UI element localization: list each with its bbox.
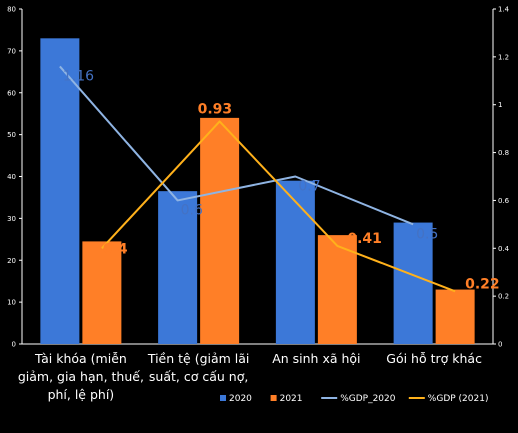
y-left-tick-label: 0	[12, 341, 16, 349]
data-label--gdp-2020: 0.7	[298, 179, 320, 195]
x-category-label: phí, lệ phí)	[48, 387, 115, 402]
data-label--gdp-2021-: 0.41	[347, 231, 382, 247]
data-label--gdp-2020: 0.6	[181, 202, 203, 218]
y-right-tick-label: 0	[498, 341, 502, 349]
y-right-tick-label: 0.2	[498, 293, 509, 301]
y-right-tick-label: 1	[498, 101, 502, 109]
y-left-tick-label: 40	[7, 173, 16, 181]
y-right-tick-label: 1.2	[498, 53, 509, 61]
legend-label--gdp-2021-: %GDP (2021)	[428, 394, 489, 404]
bar-2021	[82, 241, 122, 344]
x-category-label: Gói hỗ trợ khác	[386, 351, 482, 366]
y-right-tick-label: 1.4	[498, 6, 510, 14]
y-left-tick-label: 80	[7, 6, 16, 14]
data-label--gdp-2020: 1.16	[63, 68, 94, 84]
data-label--gdp-2021-: 0.93	[198, 101, 233, 117]
bar-2020	[275, 180, 315, 344]
y-left-tick-label: 50	[7, 131, 16, 139]
y-left-tick-label: 10	[7, 299, 16, 307]
x-category-label: giảm, gia hạn, thuế,	[18, 369, 144, 384]
line--gdp-2021-	[101, 120, 456, 293]
line--gdp-2020	[59, 65, 414, 226]
x-category-label: An sinh xã hội	[272, 351, 360, 366]
legend-swatch-2020	[220, 395, 226, 401]
bar-2020	[40, 38, 80, 344]
y-right-tick-label: 0.8	[498, 149, 509, 157]
bar-2021	[200, 117, 240, 344]
data-label--gdp-2021-: 0.22	[465, 276, 500, 292]
legend-swatch-2021	[270, 395, 277, 401]
x-category-label: Tiền tệ (giảm lãi	[147, 351, 250, 366]
y-left-tick-label: 30	[7, 215, 16, 223]
bar-2020	[158, 191, 198, 344]
data-label--gdp-2020: 0.5	[416, 226, 438, 242]
y-right-tick-label: 0.6	[498, 197, 510, 205]
bar-2021	[317, 235, 357, 344]
y-right-tick-label: 0.4	[498, 245, 510, 253]
data-label--gdp-2021-: 0.4	[103, 241, 128, 257]
y-left-tick-label: 70	[7, 47, 16, 55]
x-category-label: suất, cơ cấu nợ,	[149, 369, 248, 384]
legend-label-2021: 2021	[280, 394, 303, 404]
legend-label--gdp-2020: %GDP_2020	[340, 394, 396, 404]
legend-label-2020: 2020	[229, 394, 252, 404]
x-category-label: Tài khóa (miễn	[34, 351, 127, 366]
y-left-tick-label: 20	[7, 257, 16, 265]
y-left-tick-label: 60	[7, 89, 16, 97]
bar-2020	[393, 222, 433, 344]
bar-2021	[435, 289, 475, 344]
